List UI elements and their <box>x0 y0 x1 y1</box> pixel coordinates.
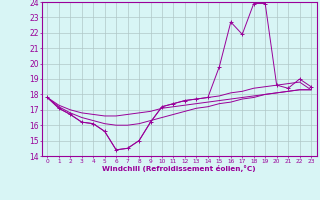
X-axis label: Windchill (Refroidissement éolien,°C): Windchill (Refroidissement éolien,°C) <box>102 165 256 172</box>
